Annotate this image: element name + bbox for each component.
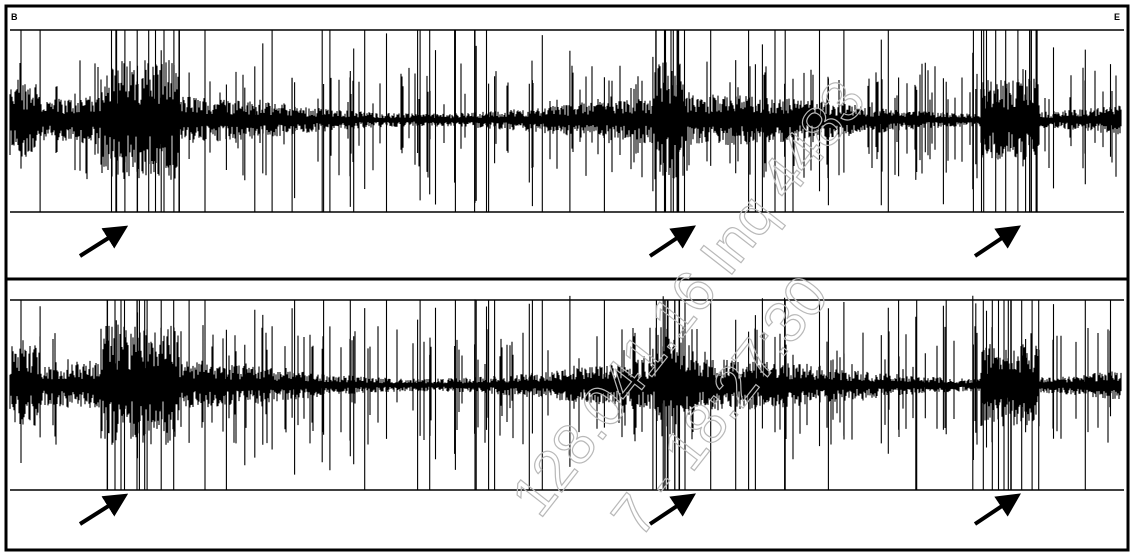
waveforms [9,30,1122,490]
arrow [973,225,1021,258]
waveform [9,295,1122,490]
arrow [78,493,129,526]
corner-label: E [1114,12,1120,22]
arrows [78,225,1021,526]
corner-label: B [11,12,18,22]
arrow [648,225,696,258]
arrow [973,493,1021,526]
arrow [78,225,129,258]
arrow [648,493,696,526]
guide-lines [10,29,1124,491]
waveform [9,30,1122,212]
